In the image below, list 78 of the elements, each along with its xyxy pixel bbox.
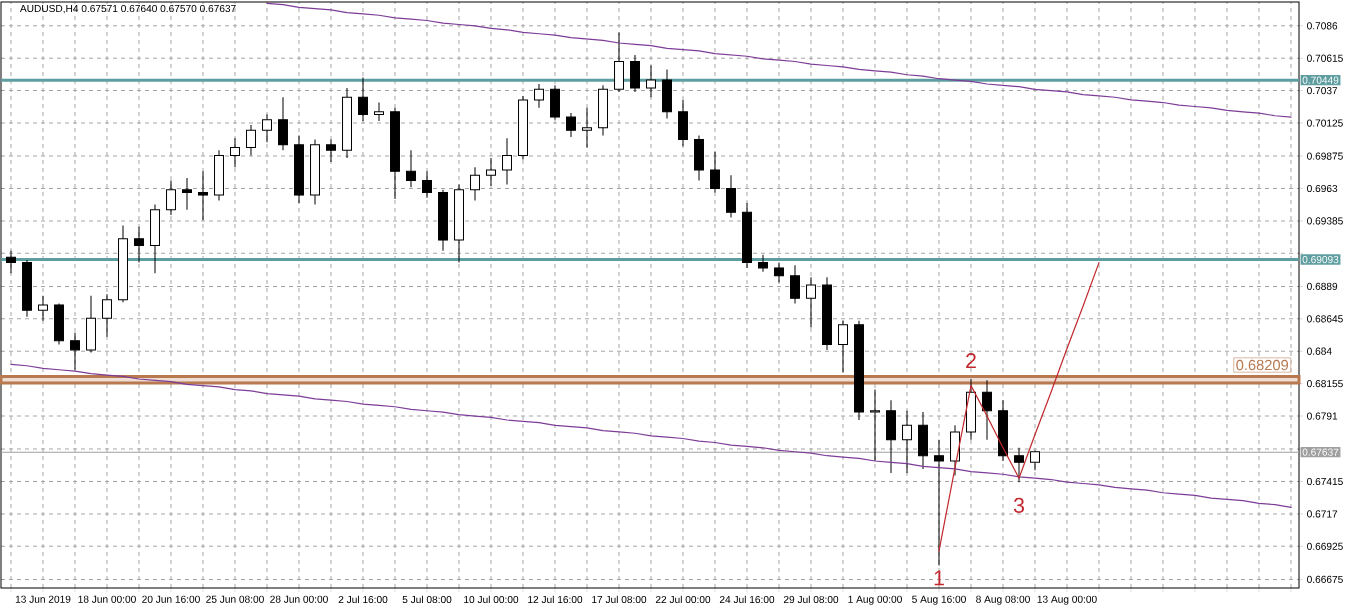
candlestick: [182, 177, 192, 211]
annotation: 1: [934, 570, 944, 586]
x-tick-label: 8 Aug 08:00: [976, 595, 1030, 605]
y-tick-label: 0.69385: [1307, 217, 1343, 225]
candlestick: [38, 295, 48, 322]
x-tick-label: 28 Jun 00:00: [270, 595, 328, 603]
candlestick: [934, 439, 944, 567]
x-tick-label: 5 Jul 08:00: [402, 595, 452, 604]
y-tick-label: 0.68155: [1307, 380, 1343, 388]
candlestick: [870, 389, 880, 462]
ref-line-label: 0.67637: [1302, 448, 1339, 456]
candlestick: [246, 124, 256, 156]
y-tick-label: 0.70615: [1307, 54, 1343, 62]
y-tick-label: 0.6717: [1307, 510, 1338, 518]
candlestick: [646, 64, 656, 98]
x-tick-label: 17 Jul 08:00: [592, 595, 647, 604]
y-tick-label: 0.6889: [1307, 282, 1338, 290]
ref-line-label: 0.70449: [1302, 76, 1339, 84]
candlestick: [166, 180, 176, 216]
y-tick-label: 0.68645: [1307, 315, 1343, 323]
x-tick-label: 2 Jul 16:00: [338, 595, 388, 604]
candlestick: [198, 170, 208, 221]
y-tick-label: 0.70125: [1307, 119, 1343, 127]
line-series: [938, 261, 1100, 552]
candlestick: [502, 137, 512, 186]
x-tick-label: 13 Aug 00:00: [1037, 595, 1097, 605]
chart-title: AUDUSD,H4 0.67571 0.67640 0.67570 0.67637: [19, 4, 236, 14]
x-tick-label: 18 Jun 00:00: [78, 595, 136, 603]
x-tick-label: 1 Aug 00:00: [848, 595, 902, 605]
candlestick: [534, 83, 544, 109]
candlestick: [566, 112, 576, 138]
candlestick: [134, 226, 144, 264]
candlestick: [262, 113, 272, 143]
annotation: 3: [1013, 497, 1024, 513]
candlestick: [790, 264, 800, 305]
candlestick: [710, 150, 720, 193]
candlestick: [70, 332, 80, 371]
band-label: 0.68209: [1236, 359, 1289, 371]
candlestick: [582, 107, 592, 148]
candlestick: [102, 293, 112, 338]
x-tick-label: 10 Jul 00:00: [464, 595, 519, 604]
x-tick-label: 5 Aug 16:00: [912, 595, 966, 605]
x-tick-label: 12 Jul 16:00: [528, 595, 583, 604]
candlestick: [774, 262, 784, 283]
annotation: 2: [966, 353, 976, 369]
candlestick: [470, 166, 480, 201]
candlestick: [230, 137, 240, 168]
candlestick: [326, 139, 336, 163]
candlestick: [358, 76, 368, 122]
y-tick-label: 0.7037: [1307, 87, 1338, 95]
x-tick-label: 13 Jun 2019: [15, 595, 71, 603]
candlestick: [726, 174, 736, 219]
candlestick: [982, 379, 992, 441]
candlestick: [406, 149, 416, 188]
candlestick: [758, 254, 768, 273]
candlestick: [486, 157, 496, 187]
y-tick-label: 0.66925: [1307, 542, 1343, 550]
y-tick-label: 0.6963: [1307, 184, 1338, 193]
x-tick-label: 22 Jul 00:00: [655, 595, 711, 604]
ref-line-label: 0.69093: [1302, 255, 1339, 264]
candlestick: [1014, 447, 1024, 483]
y-tick-label: 0.66675: [1307, 575, 1343, 583]
candlestick: [1030, 449, 1040, 471]
x-tick-label: 25 Jun 08:00: [206, 595, 264, 603]
candlestick: [374, 102, 384, 122]
candlestick: [422, 170, 432, 199]
x-tick-label: 24 Jul 16:00: [719, 595, 775, 604]
x-tick-label: 20 Jun 16:00: [142, 595, 200, 603]
y-tick-label: 0.69875: [1307, 152, 1343, 160]
y-tick-label: 0.67415: [1307, 477, 1343, 486]
y-tick-label: 0.6791: [1307, 412, 1338, 420]
candlestick: [6, 250, 16, 274]
candlestick: [806, 276, 816, 328]
candlestick: [838, 320, 848, 373]
candlestick: [902, 410, 912, 474]
y-tick-label: 0.7086: [1307, 22, 1338, 30]
x-tick-label: 29 Jul 08:00: [783, 595, 839, 604]
y-tick-label: 0.684: [1307, 347, 1332, 355]
